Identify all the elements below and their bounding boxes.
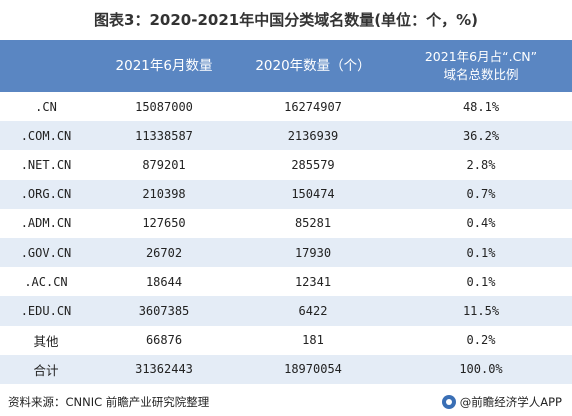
- cell-share: 0.1%: [466, 245, 496, 260]
- cell-domain-name: .AC.CN: [24, 274, 68, 289]
- cell-share: 100.0%: [459, 362, 503, 377]
- brand-credit: @前瞻经济学人APP: [441, 388, 562, 416]
- cell-2020-count: 16274907: [284, 99, 342, 114]
- table-row: 其他 66876 181 0.2%: [0, 325, 572, 355]
- source-note: 资料来源：CNNIC 前瞻产业研究院整理: [8, 395, 210, 409]
- cell-2020-count: 12341: [294, 274, 332, 289]
- cell-2021-count: 18644: [145, 274, 183, 289]
- header-share: 2021年6月占“.CN” 域名总数比例: [424, 49, 538, 82]
- cell-share: 48.1%: [462, 99, 500, 114]
- cell-2021-count: 11338587: [135, 128, 193, 143]
- cell-share: 0.1%: [466, 274, 496, 289]
- brand-label: @前瞻经济学人APP: [459, 395, 562, 409]
- table-row: .ORG.CN 210398 150474 0.7%: [0, 179, 572, 209]
- table-row: .ADM.CN 127650 85281 0.4%: [0, 208, 572, 238]
- cell-2020-count: 285579: [291, 157, 335, 172]
- cell-2021-count: 879201: [142, 157, 186, 172]
- cell-domain-name: .CN: [35, 99, 57, 114]
- cell-2021-count: 26702: [145, 245, 183, 260]
- cell-2020-count: 2136939: [287, 128, 339, 143]
- cell-domain-name: .EDU.CN: [20, 303, 72, 318]
- cell-2021-count: 15087000: [135, 99, 193, 114]
- cell-share: 36.2%: [462, 128, 500, 143]
- cell-share: 11.5%: [462, 303, 500, 318]
- cell-domain-name: .COM.CN: [20, 128, 72, 143]
- table-title: 图表3：2020-2021年中国分类域名数量(单位：个，%): [94, 11, 478, 29]
- table-row: .AC.CN 18644 12341 0.1%: [0, 267, 572, 297]
- cell-share: 0.4%: [466, 216, 496, 231]
- footer: 资料来源：CNNIC 前瞻产业研究院整理 @前瞻经济学人APP: [0, 388, 572, 416]
- cell-share: 0.7%: [466, 187, 496, 202]
- cell-domain-name: .ORG.CN: [20, 187, 72, 202]
- cell-domain-name: .NET.CN: [20, 157, 72, 172]
- table-row: .EDU.CN 3607385 6422 11.5%: [0, 296, 572, 326]
- table-row: .COM.CN 11338587 2136939 36.2%: [0, 121, 572, 151]
- cell-2021-count: 127650: [142, 216, 186, 231]
- cell-2021-count: 3607385: [138, 303, 190, 318]
- header-2020-count: 2020年数量（个）: [255, 58, 371, 74]
- table-row: .CN 15087000 16274907 48.1%: [0, 92, 572, 122]
- cell-domain-name: .ADM.CN: [20, 216, 72, 231]
- cell-2020-count: 85281: [294, 216, 332, 231]
- table-total-row: 合计 31362443 18970054 100.0%: [0, 354, 572, 384]
- table-row: .NET.CN 879201 285579 2.8%: [0, 150, 572, 180]
- cell-2020-count: 6422: [298, 303, 328, 318]
- cell-share: 2.8%: [466, 157, 496, 172]
- table-header-row: 2021年6月数量 2020年数量（个） 2021年6月占“.CN” 域名总数比…: [0, 40, 572, 92]
- cell-2020-count: 150474: [291, 187, 335, 202]
- cell-2021-count: 210398: [142, 187, 186, 202]
- header-category: [0, 40, 92, 92]
- cell-domain-name: 合计: [33, 362, 59, 378]
- cell-domain-name: 其他: [33, 333, 59, 349]
- cell-share: 0.2%: [466, 333, 496, 348]
- table-row: .GOV.CN 26702 17930 0.1%: [0, 237, 572, 268]
- cell-2021-count: 31362443: [135, 362, 193, 377]
- header-2021-count: 2021年6月数量: [115, 58, 213, 74]
- qianzhan-logo-icon: [441, 395, 456, 409]
- cell-2021-count: 66876: [145, 333, 183, 348]
- cell-domain-name: .GOV.CN: [20, 245, 72, 260]
- cell-2020-count: 18970054: [284, 362, 342, 377]
- cell-2020-count: 181: [302, 333, 324, 348]
- domain-count-table: 2021年6月数量 2020年数量（个） 2021年6月占“.CN” 域名总数比…: [0, 40, 572, 384]
- cell-2020-count: 17930: [294, 245, 332, 260]
